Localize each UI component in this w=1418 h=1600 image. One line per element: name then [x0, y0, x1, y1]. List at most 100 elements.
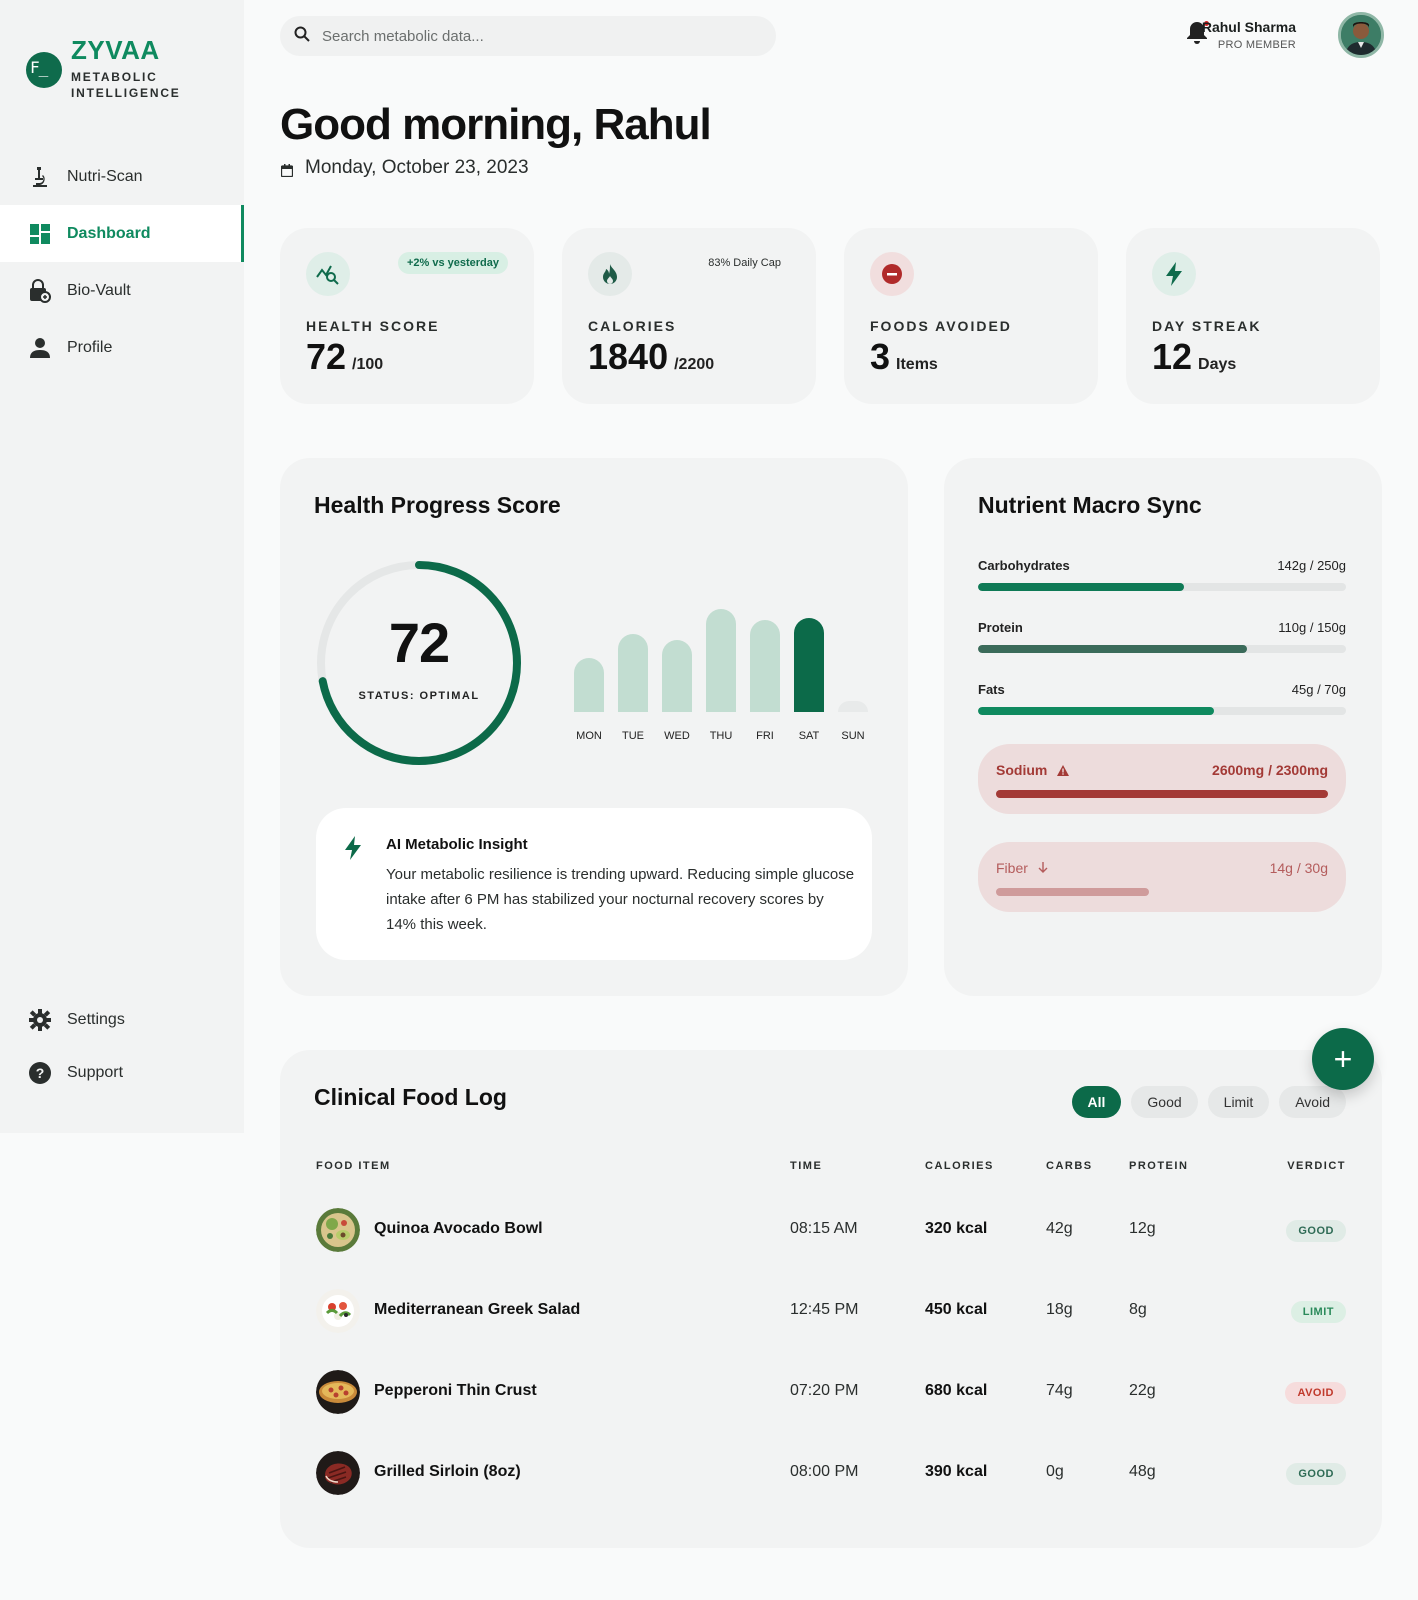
help-icon: ?	[28, 1061, 52, 1085]
macro-value: 45g / 70g	[1291, 682, 1346, 697]
flame-icon	[588, 252, 632, 296]
bar-wed[interactable]	[662, 640, 692, 712]
user-info[interactable]: Rahul Sharma PRO MEMBER	[1202, 19, 1296, 51]
stat-number: 72	[306, 336, 347, 377]
steak-icon	[316, 1451, 360, 1495]
salad-icon	[316, 1289, 360, 1333]
bar-label-tue: TUE	[622, 730, 644, 742]
notification-button[interactable]	[1186, 20, 1210, 46]
bolt-icon	[1152, 252, 1196, 296]
filter-all[interactable]: All	[1071, 1086, 1122, 1118]
avatar[interactable]	[1338, 12, 1384, 58]
verdict-badge: GOOD	[1286, 1463, 1346, 1485]
score-status: STATUS: OPTIMAL	[358, 690, 480, 702]
stat-label: HEALTH SCORE	[306, 318, 440, 334]
stat-card-day-streak[interactable]: DAY STREAK 12 Days	[1126, 228, 1380, 404]
food-time: 12:45 PM	[790, 1301, 859, 1318]
calendar-icon	[280, 161, 295, 178]
stat-card-foods-avoided[interactable]: FOODS AVOIDED 3 Items	[844, 228, 1098, 404]
stat-card-health-score[interactable]: +2% vs yesterday HEALTH SCORE 72 /100	[280, 228, 534, 404]
main-nav: Nutri-Scan Dashboard Bio-Vault Profile	[0, 148, 244, 376]
bar-label-mon: MON	[576, 730, 602, 742]
food-protein: 48g	[1129, 1463, 1156, 1480]
macro-label: Fiber	[996, 860, 1028, 876]
sidebar-item-label: Support	[67, 1063, 124, 1081]
add-food-button[interactable]: +	[1312, 1028, 1374, 1090]
bar-thu[interactable]	[706, 608, 736, 712]
verdict-badge: AVOID	[1285, 1382, 1346, 1404]
bar-tue[interactable]	[618, 633, 648, 712]
chart-search-icon	[306, 252, 350, 296]
card-title: Health Progress Score	[314, 492, 561, 518]
stat-unit: /2200	[674, 356, 715, 373]
food-protein: 12g	[1129, 1220, 1156, 1237]
food-calories: 320 kcal	[925, 1220, 988, 1237]
stat-unit: Days	[1198, 356, 1237, 373]
current-date: Monday, October 23, 2023	[305, 157, 529, 178]
brand-logo-text: F_	[30, 58, 48, 77]
column-header-time[interactable]: TIME	[790, 1160, 823, 1172]
column-header-protein[interactable]: PROTEIN	[1129, 1160, 1189, 1172]
column-header-carbs[interactable]: CARBS	[1046, 1160, 1093, 1172]
clinical-food-log: Clinical Food Log All Good Limit Avoid F…	[280, 1050, 1382, 1548]
verdict-badge: LIMIT	[1290, 1301, 1346, 1323]
stat-value: 3 Items	[870, 336, 938, 378]
filter-limit[interactable]: Limit	[1207, 1086, 1270, 1118]
person-icon	[28, 336, 52, 360]
sidebar-item-profile[interactable]: Profile	[0, 319, 244, 376]
sidebar-item-support[interactable]: ? Support	[0, 1046, 244, 1099]
food-time: 08:00 PM	[790, 1463, 859, 1480]
bar-sun[interactable]	[838, 700, 868, 712]
sidebar: F_ ZYVAA METABOLIC INTELLIGENCE Nutri-Sc…	[0, 0, 244, 1133]
macro-label: Carbohydrates	[978, 558, 1070, 573]
macro-row-sodium[interactable]: Sodium 2600mg / 2300mg	[978, 744, 1346, 814]
macro-label: Protein	[978, 620, 1023, 635]
macro-label: Sodium	[996, 762, 1048, 778]
macro-track	[996, 888, 1328, 896]
macro-row-fiber[interactable]: Fiber 14g / 30g	[978, 842, 1346, 912]
filter-chips: All Good Limit Avoid	[1062, 1086, 1346, 1118]
stat-badge: +2% vs yesterday	[397, 252, 508, 274]
sidebar-item-dashboard[interactable]: Dashboard	[0, 205, 244, 262]
food-calories: 450 kcal	[925, 1301, 988, 1318]
insight-title: AI Metabolic Insight	[386, 836, 528, 853]
search-input[interactable]	[322, 27, 742, 45]
table-row[interactable]: Mediterranean Greek Salad 12:45 PM 450 k…	[280, 1281, 1382, 1341]
verdict-badge: GOOD	[1286, 1220, 1346, 1242]
macro-value: 2600mg / 2300mg	[1212, 762, 1328, 778]
bar-label-fri: FRI	[756, 730, 774, 742]
brand[interactable]: F_ ZYVAA METABOLIC INTELLIGENCE	[26, 36, 181, 101]
column-header-food-item[interactable]: FOOD ITEM	[316, 1160, 391, 1172]
bell-icon	[1186, 22, 1208, 48]
macro-track	[978, 583, 1346, 591]
table-row[interactable]: Pepperoni Thin Crust 07:20 PM 680 kcal 7…	[280, 1362, 1382, 1422]
macro-value: 142g / 250g	[1277, 558, 1346, 573]
minus-circle-icon	[870, 252, 914, 296]
warning-icon	[1057, 764, 1070, 776]
food-name: Pepperoni Thin Crust	[374, 1382, 537, 1399]
macro-fill	[978, 707, 1214, 715]
stat-card-calories[interactable]: 83% Daily Cap CALORIES 1840 /2200	[562, 228, 816, 404]
stat-number: 1840	[588, 336, 669, 377]
table-row[interactable]: Grilled Sirloin (8oz) 08:00 PM 390 kcal …	[280, 1443, 1382, 1503]
bar-sat[interactable]	[794, 617, 824, 712]
sidebar-item-nutri-scan[interactable]: Nutri-Scan	[0, 148, 244, 205]
sidebar-item-settings[interactable]: Settings	[0, 993, 244, 1046]
bar-mon[interactable]	[574, 658, 604, 712]
user-name: Rahul Sharma	[1201, 19, 1296, 35]
food-protein: 8g	[1129, 1301, 1147, 1318]
user-role: PRO MEMBER	[1217, 39, 1296, 51]
search-bar[interactable]	[280, 16, 776, 56]
vault-lock-icon	[28, 278, 52, 303]
column-header-calories[interactable]: CALORIES	[925, 1160, 994, 1172]
score-ring-graphic	[317, 561, 521, 765]
filter-avoid[interactable]: Avoid	[1279, 1086, 1346, 1118]
bar-fri[interactable]	[750, 620, 780, 712]
dashboard-icon	[28, 222, 52, 246]
sidebar-item-bio-vault[interactable]: Bio-Vault	[0, 262, 244, 319]
svg-text:?: ?	[36, 1065, 45, 1081]
table-row[interactable]: Quinoa Avocado Bowl 08:15 AM 320 kcal 42…	[280, 1200, 1382, 1260]
macro-track	[996, 790, 1328, 798]
filter-good[interactable]: Good	[1131, 1086, 1198, 1118]
column-header-verdict[interactable]: VERDICT	[1287, 1160, 1346, 1172]
